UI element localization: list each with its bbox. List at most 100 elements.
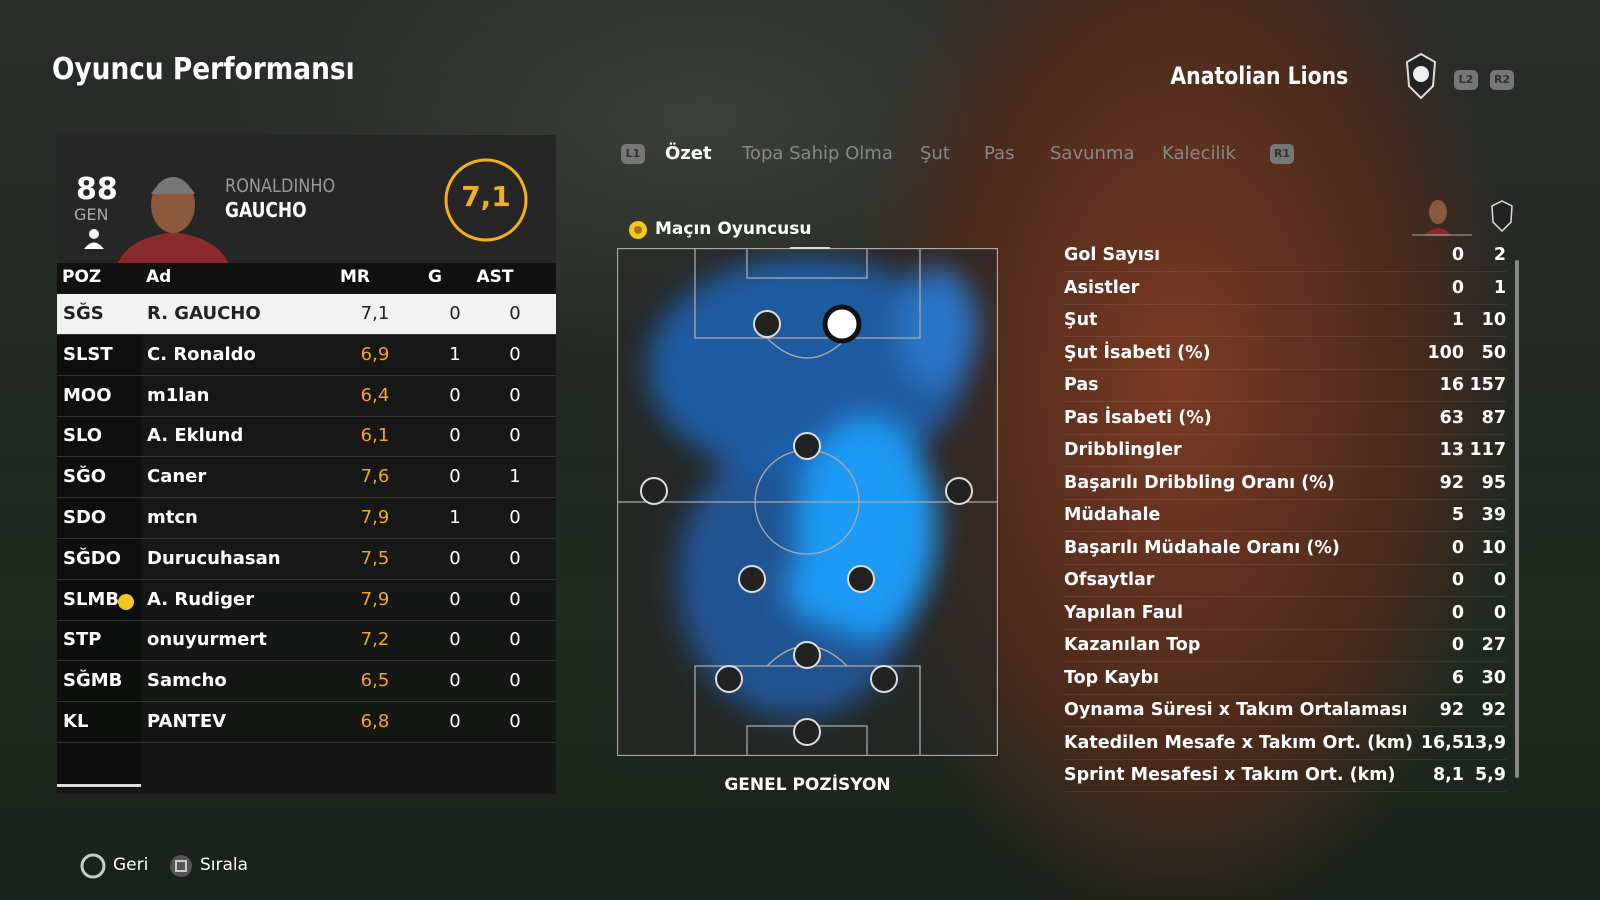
match-rating: 6,9 bbox=[360, 343, 390, 365]
motm-icon bbox=[629, 221, 647, 239]
stat-row: Pas 16 157 bbox=[1064, 369, 1506, 402]
circle-button[interactable] bbox=[80, 853, 106, 879]
player-value: 16,5 bbox=[1420, 732, 1464, 753]
position: STP bbox=[63, 629, 102, 651]
column-header[interactable]: POZ bbox=[62, 267, 102, 287]
player-row[interactable]: MOO m1lan 6,4 0 0 bbox=[57, 376, 556, 417]
team-value: 5,9 bbox=[1474, 765, 1506, 785]
goals: 0 bbox=[449, 670, 461, 692]
goals: 0 bbox=[449, 711, 461, 732]
motm-marker bbox=[118, 594, 134, 610]
player-name: m1lan bbox=[147, 384, 210, 406]
player-value: 13 bbox=[1439, 440, 1464, 460]
player-first-name: RONALDINHO bbox=[225, 175, 336, 197]
stat-row: Pas İsabeti (%) 63 87 bbox=[1064, 402, 1506, 435]
team-value: 0 bbox=[1493, 570, 1506, 590]
r2-button[interactable]: R2 bbox=[1490, 70, 1514, 90]
stat-label: Şut bbox=[1064, 310, 1098, 330]
square-button[interactable] bbox=[168, 853, 194, 879]
column-header[interactable]: Ad bbox=[146, 267, 172, 287]
player-row[interactable]: STP onuyurmert 7,2 0 0 bbox=[57, 620, 556, 662]
stat-label: Dribblingler bbox=[1064, 440, 1182, 460]
column-header[interactable]: MR bbox=[339, 267, 370, 287]
selected-row[interactable]: SĞS R. GAUCHO 7,1 0 0 bbox=[57, 294, 556, 335]
position: MOO bbox=[63, 384, 112, 406]
player-name: Samcho bbox=[147, 670, 227, 692]
column-header[interactable]: G bbox=[428, 267, 442, 287]
tab[interactable]: Topa Sahip Olma bbox=[742, 143, 893, 164]
table-header bbox=[57, 263, 556, 293]
position: KL bbox=[63, 711, 89, 732]
team-value: 10 bbox=[1481, 537, 1506, 558]
player-row[interactable]: SĞMB Samcho 6,5 0 0 bbox=[57, 661, 556, 703]
tab[interactable]: Pas bbox=[984, 143, 1015, 164]
player-value: 5 bbox=[1451, 505, 1464, 525]
heatmap-caption: GENEL POZİSYON bbox=[724, 775, 891, 795]
column-header[interactable]: AST bbox=[476, 267, 514, 287]
assists: 0 bbox=[509, 629, 521, 651]
goals: 0 bbox=[449, 425, 461, 447]
team-value: 2 bbox=[1493, 245, 1506, 265]
l1-button[interactable]: L1 bbox=[621, 144, 645, 164]
player-row[interactable]: SLMB A. Rudiger 7,9 0 0 bbox=[57, 580, 556, 621]
stat-label: Gol Sayısı bbox=[1064, 245, 1161, 265]
player-row[interactable]: SĞO Caner 7,6 0 1 bbox=[57, 457, 556, 499]
back-label[interactable]: Geri bbox=[113, 855, 149, 875]
player-row[interactable]: SĞDO Durucuhasan 7,5 0 0 bbox=[57, 539, 556, 580]
team-value: 157 bbox=[1469, 375, 1506, 395]
team-value: 10 bbox=[1481, 310, 1506, 330]
match-score: 7,1 bbox=[461, 180, 511, 213]
stat-label: Şut İsabeti (%) bbox=[1064, 342, 1211, 363]
stat-label: Başarılı Dribbling Oranı (%) bbox=[1064, 472, 1335, 493]
player-value: 0 bbox=[1451, 277, 1464, 298]
goals: 1 bbox=[449, 507, 461, 528]
player-value: 0 bbox=[1451, 635, 1464, 655]
stat-label: Asistler bbox=[1064, 277, 1140, 298]
stat-row: Başarılı Dribbling Oranı (%) 92 95 bbox=[1064, 467, 1506, 500]
stat-row: Yapılan Faul 0 0 bbox=[1064, 597, 1506, 630]
tab[interactable]: Özet bbox=[665, 143, 712, 164]
goals: 0 bbox=[449, 466, 461, 488]
team-name: Anatolian Lions bbox=[1170, 62, 1348, 90]
r1-button[interactable]: R1 bbox=[1270, 144, 1294, 164]
stat-label: Oynama Süresi x Takım Ortalaması bbox=[1064, 700, 1408, 720]
player-value: 100 bbox=[1427, 342, 1464, 363]
stat-row: Dribblingler 13 117 bbox=[1064, 434, 1506, 467]
player-row[interactable]: SLST C. Ronaldo 6,9 1 0 bbox=[57, 335, 556, 376]
team-value: 13,9 bbox=[1462, 732, 1506, 753]
player-name: A. Rudiger bbox=[147, 588, 255, 610]
tab[interactable]: Kalecilik bbox=[1162, 143, 1236, 164]
stat-row: Sprint Mesafesi x Takım Ort. (km) 8,1 5,9 bbox=[1064, 759, 1506, 792]
stat-row: Kazanılan Top 0 27 bbox=[1064, 629, 1506, 662]
stat-label: Top Kaybı bbox=[1064, 667, 1160, 688]
tab-underline bbox=[790, 247, 830, 249]
player-value: 16 bbox=[1439, 375, 1464, 395]
l2-button[interactable]: L2 bbox=[1454, 70, 1478, 90]
stat-row: Asistler 0 1 bbox=[1064, 272, 1506, 305]
player-last-name: GAUCHO bbox=[225, 198, 307, 222]
stat-label: Pas bbox=[1064, 375, 1099, 395]
player-value: 0 bbox=[1451, 537, 1464, 558]
player-value: 1 bbox=[1451, 310, 1464, 330]
team-value: 27 bbox=[1481, 635, 1506, 655]
team-value: 50 bbox=[1481, 342, 1506, 363]
match-rating: 6,8 bbox=[360, 711, 390, 732]
stat-label: Yapılan Faul bbox=[1064, 602, 1183, 623]
stat-row: Ofsaytlar 0 0 bbox=[1064, 564, 1506, 597]
stat-row: Şut 1 10 bbox=[1064, 304, 1506, 337]
goals: 0 bbox=[449, 384, 461, 406]
match-rating: 6,4 bbox=[360, 384, 390, 406]
tab[interactable]: Şut bbox=[920, 143, 950, 164]
player-row[interactable]: SDO mtcn 7,9 1 0 bbox=[57, 498, 556, 539]
position: SLO bbox=[63, 425, 103, 447]
assists: 0 bbox=[509, 507, 521, 528]
assists: 0 bbox=[509, 711, 521, 732]
assists: 1 bbox=[509, 466, 521, 488]
assists: 0 bbox=[509, 425, 521, 447]
match-rating: 7,1 bbox=[360, 303, 390, 324]
tab[interactable]: Savunma bbox=[1050, 143, 1135, 164]
goals: 0 bbox=[449, 547, 461, 569]
player-row[interactable]: SLO A. Eklund 6,1 0 0 bbox=[57, 416, 556, 458]
sort-label[interactable]: Sırala bbox=[200, 855, 249, 875]
player-row[interactable]: KL PANTEV 6,8 0 0 bbox=[57, 702, 556, 743]
